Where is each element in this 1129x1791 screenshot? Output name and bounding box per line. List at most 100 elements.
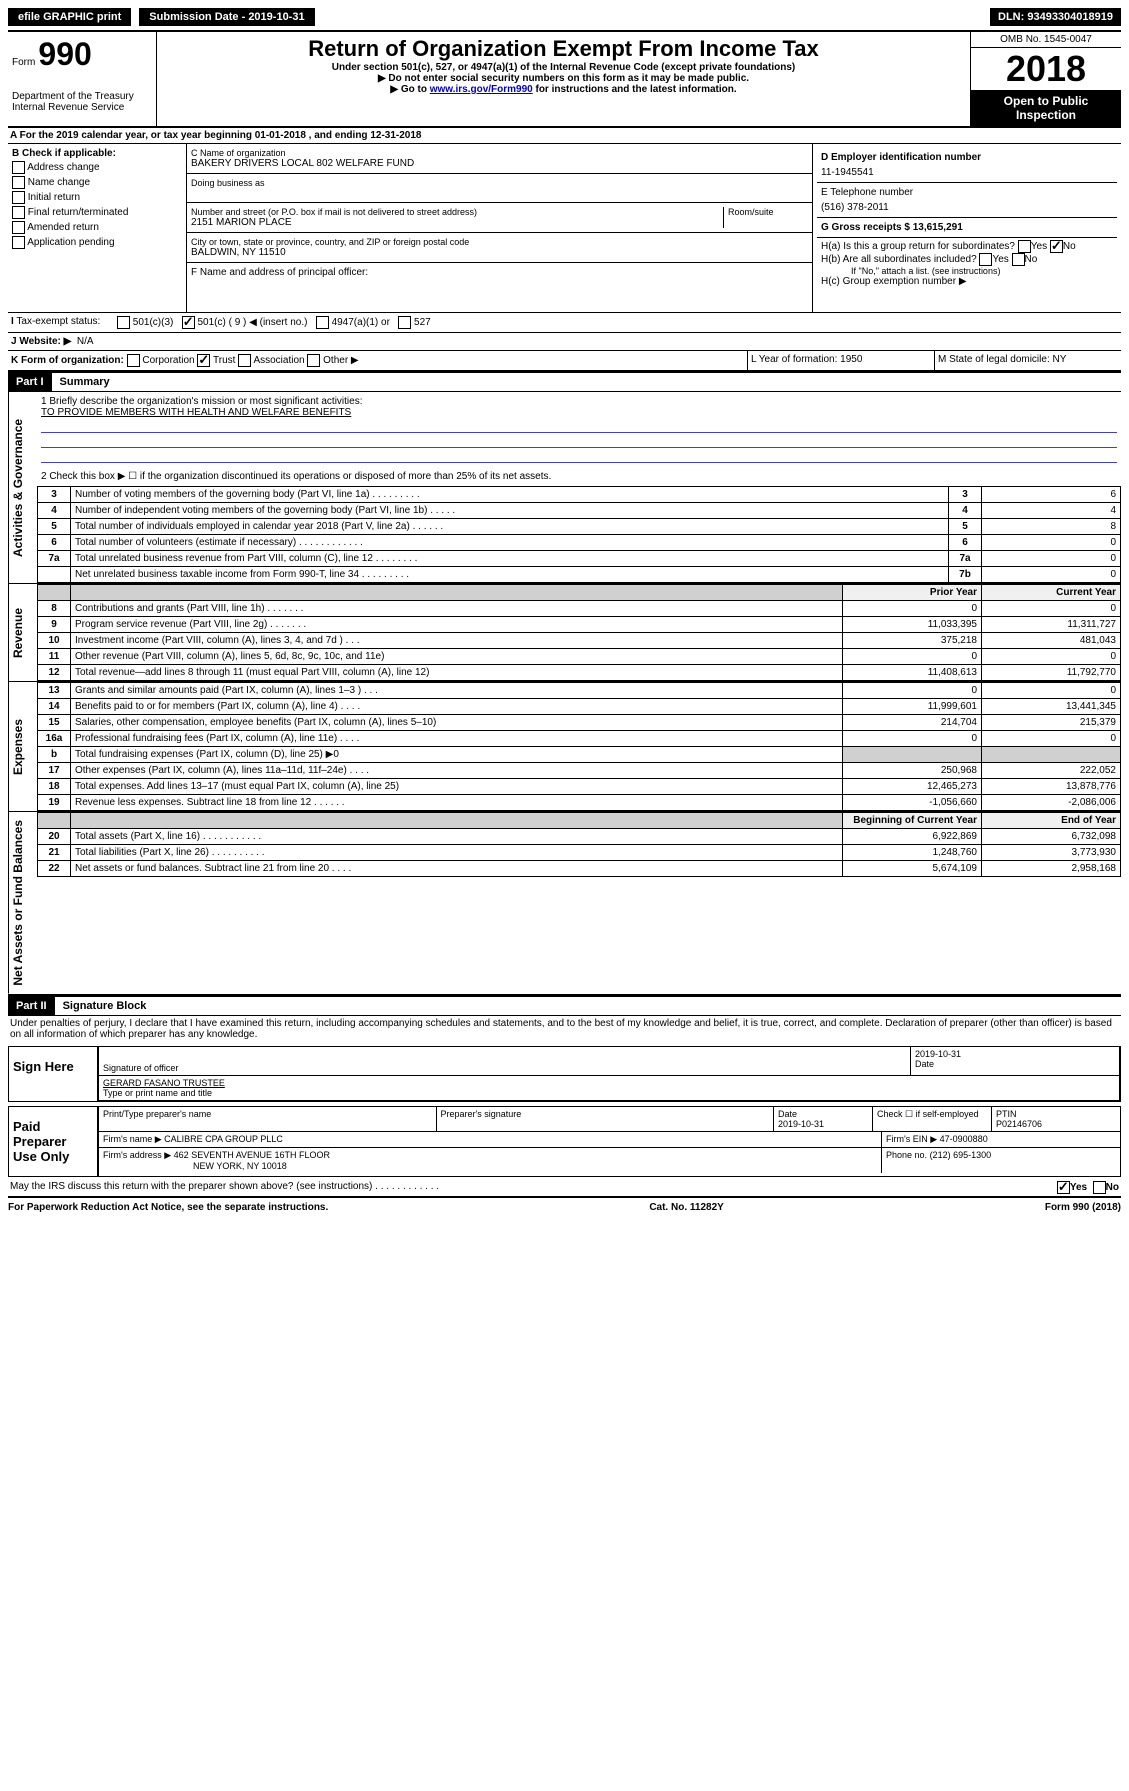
table-row: 22Net assets or fund balances. Subtract … bbox=[38, 861, 1121, 877]
efile-print-button[interactable]: efile GRAPHIC print bbox=[8, 8, 131, 26]
hc: H(c) Group exemption number ▶ bbox=[821, 276, 1113, 287]
i-label: Tax-exempt status: bbox=[16, 316, 100, 327]
cb-name[interactable]: Name change bbox=[12, 176, 182, 189]
discuss-no[interactable] bbox=[1093, 1181, 1106, 1194]
paid-label: Paid Preparer Use Only bbox=[9, 1107, 97, 1176]
prep-sig-label: Preparer's signature bbox=[437, 1107, 775, 1131]
top-bar: efile GRAPHIC print Submission Date - 20… bbox=[8, 8, 1121, 26]
netassets-table: Beginning of Current YearEnd of Year20To… bbox=[37, 812, 1121, 877]
table-row: 21Total liabilities (Part X, line 26) . … bbox=[38, 845, 1121, 861]
q1: 1 Briefly describe the organization's mi… bbox=[41, 396, 1117, 407]
prep-name-label: Print/Type preparer's name bbox=[99, 1107, 437, 1131]
table-row: 3Number of voting members of the governi… bbox=[38, 487, 1121, 503]
firm-ein-label: Firm's EIN ▶ bbox=[886, 1134, 937, 1144]
section-a: A For the 2019 calendar year, or tax yea… bbox=[8, 128, 1121, 144]
omb-number: OMB No. 1545-0047 bbox=[971, 32, 1121, 48]
info-grid: B Check if applicable: Address change Na… bbox=[8, 144, 1121, 313]
vert-expenses: Expenses bbox=[8, 682, 37, 811]
subtitle-2: ▶ Do not enter social security numbers o… bbox=[161, 73, 966, 84]
cb-assoc[interactable] bbox=[238, 354, 251, 367]
l-label: L Year of formation: 1950 bbox=[747, 351, 934, 370]
discuss-yes[interactable] bbox=[1057, 1181, 1070, 1194]
j-label: J Website: ▶ bbox=[11, 336, 71, 347]
ptin: P02146706 bbox=[996, 1119, 1042, 1129]
cb-address[interactable]: Address change bbox=[12, 161, 182, 174]
org-city: BALDWIN, NY 11510 bbox=[191, 247, 808, 258]
table-row: bTotal fundraising expenses (Part IX, co… bbox=[38, 747, 1121, 763]
ptin-label: PTIN bbox=[996, 1109, 1017, 1119]
dept-irs: Internal Revenue Service bbox=[12, 102, 152, 113]
table-row: 10Investment income (Part VIII, column (… bbox=[38, 633, 1121, 649]
dept-treasury: Department of the Treasury bbox=[12, 91, 152, 102]
hb-no[interactable] bbox=[1012, 253, 1025, 266]
vert-governance: Activities & Governance bbox=[8, 392, 37, 583]
table-row: Net unrelated business taxable income fr… bbox=[38, 567, 1121, 583]
subtitle-1: Under section 501(c), 527, or 4947(a)(1)… bbox=[161, 62, 966, 73]
room-label: Room/suite bbox=[728, 207, 808, 217]
table-row: 9Program service revenue (Part VIII, lin… bbox=[38, 617, 1121, 633]
hb: H(b) Are all subordinates included? Yes … bbox=[821, 253, 1113, 266]
firm-name-label: Firm's name ▶ bbox=[103, 1134, 162, 1144]
ha-yes[interactable] bbox=[1018, 240, 1031, 253]
table-row: 12Total revenue—add lines 8 through 11 (… bbox=[38, 665, 1121, 681]
prep-phone-label: Phone no. bbox=[886, 1150, 927, 1160]
cb-other[interactable] bbox=[307, 354, 320, 367]
cb-initial[interactable]: Initial return bbox=[12, 191, 182, 204]
submission-date-button[interactable]: Submission Date - 2019-10-31 bbox=[139, 8, 314, 26]
website: N/A bbox=[77, 336, 94, 347]
hb-yes[interactable] bbox=[979, 253, 992, 266]
perjury: Under penalties of perjury, I declare th… bbox=[8, 1016, 1121, 1042]
prep-phone: (212) 695-1300 bbox=[930, 1150, 992, 1160]
footer-left: For Paperwork Reduction Act Notice, see … bbox=[8, 1202, 328, 1213]
mission: TO PROVIDE MEMBERS WITH HEALTH AND WELFA… bbox=[41, 407, 1117, 418]
firm-addr1: 462 SEVENTH AVENUE 16TH FLOOR bbox=[174, 1150, 330, 1160]
table-row: 15Salaries, other compensation, employee… bbox=[38, 715, 1121, 731]
expenses-table: 13Grants and similar amounts paid (Part … bbox=[37, 682, 1121, 811]
check-header: B Check if applicable: bbox=[12, 148, 116, 159]
table-row: 8Contributions and grants (Part VIII, li… bbox=[38, 601, 1121, 617]
table-row: 20Total assets (Part X, line 16) . . . .… bbox=[38, 829, 1121, 845]
table-row: 19Revenue less expenses. Subtract line 1… bbox=[38, 795, 1121, 811]
g-label: G Gross receipts $ 13,615,291 bbox=[821, 222, 963, 233]
addr-label: Number and street (or P.O. box if mail i… bbox=[191, 207, 723, 217]
footer: For Paperwork Reduction Act Notice, see … bbox=[8, 1202, 1121, 1213]
vert-netassets: Net Assets or Fund Balances bbox=[8, 812, 37, 994]
table-row: 5Total number of individuals employed in… bbox=[38, 519, 1121, 535]
e-label: E Telephone number bbox=[821, 187, 1113, 198]
cb-527[interactable] bbox=[398, 316, 411, 329]
d-label: D Employer identification number bbox=[821, 152, 981, 163]
cb-final[interactable]: Final return/terminated bbox=[12, 206, 182, 219]
sig-officer-label: Signature of officer bbox=[103, 1063, 906, 1073]
table-row: 16aProfessional fundraising fees (Part I… bbox=[38, 731, 1121, 747]
dba-label: Doing business as bbox=[191, 178, 808, 188]
cb-amended[interactable]: Amended return bbox=[12, 221, 182, 234]
cb-501c[interactable] bbox=[182, 316, 195, 329]
part2-title: Signature Block bbox=[55, 1000, 147, 1012]
cb-trust[interactable] bbox=[197, 354, 210, 367]
org-column: C Name of organization BAKERY DRIVERS LO… bbox=[187, 144, 813, 312]
tax-status-row: I Tax-exempt status: 501(c)(3) 501(c) ( … bbox=[8, 313, 1121, 333]
hb-note: If "No," attach a list. (see instruction… bbox=[821, 266, 1113, 276]
check-self: Check ☐ if self-employed bbox=[873, 1107, 992, 1131]
k-label: K Form of organization: bbox=[11, 355, 124, 366]
form-title: Return of Organization Exempt From Incom… bbox=[161, 36, 966, 62]
form-org-row: K Form of organization: Corporation Trus… bbox=[8, 351, 1121, 371]
form-number: 990 bbox=[38, 36, 91, 72]
org-address: 2151 MARION PLACE bbox=[191, 217, 723, 228]
right-column: D Employer identification number 11-1945… bbox=[813, 144, 1121, 312]
part2-badge: Part II bbox=[8, 997, 55, 1015]
table-row: 13Grants and similar amounts paid (Part … bbox=[38, 683, 1121, 699]
cb-501c3[interactable] bbox=[117, 316, 130, 329]
cb-4947[interactable] bbox=[316, 316, 329, 329]
org-name: BAKERY DRIVERS LOCAL 802 WELFARE FUND bbox=[191, 158, 808, 169]
cb-corp[interactable] bbox=[127, 354, 140, 367]
cb-pending[interactable]: Application pending bbox=[12, 236, 182, 249]
firm-addr2: NEW YORK, NY 10018 bbox=[103, 1161, 287, 1171]
officer-name: GERARD FASANO TRUSTEE bbox=[103, 1078, 1115, 1088]
ha-no[interactable] bbox=[1050, 240, 1063, 253]
footer-right: Form 990 (2018) bbox=[1045, 1202, 1121, 1213]
table-row: 4Number of independent voting members of… bbox=[38, 503, 1121, 519]
ein: 11-1945541 bbox=[821, 167, 1113, 178]
irs-link[interactable]: www.irs.gov/Form990 bbox=[430, 84, 533, 95]
revenue-table: Prior YearCurrent Year8Contributions and… bbox=[37, 584, 1121, 681]
